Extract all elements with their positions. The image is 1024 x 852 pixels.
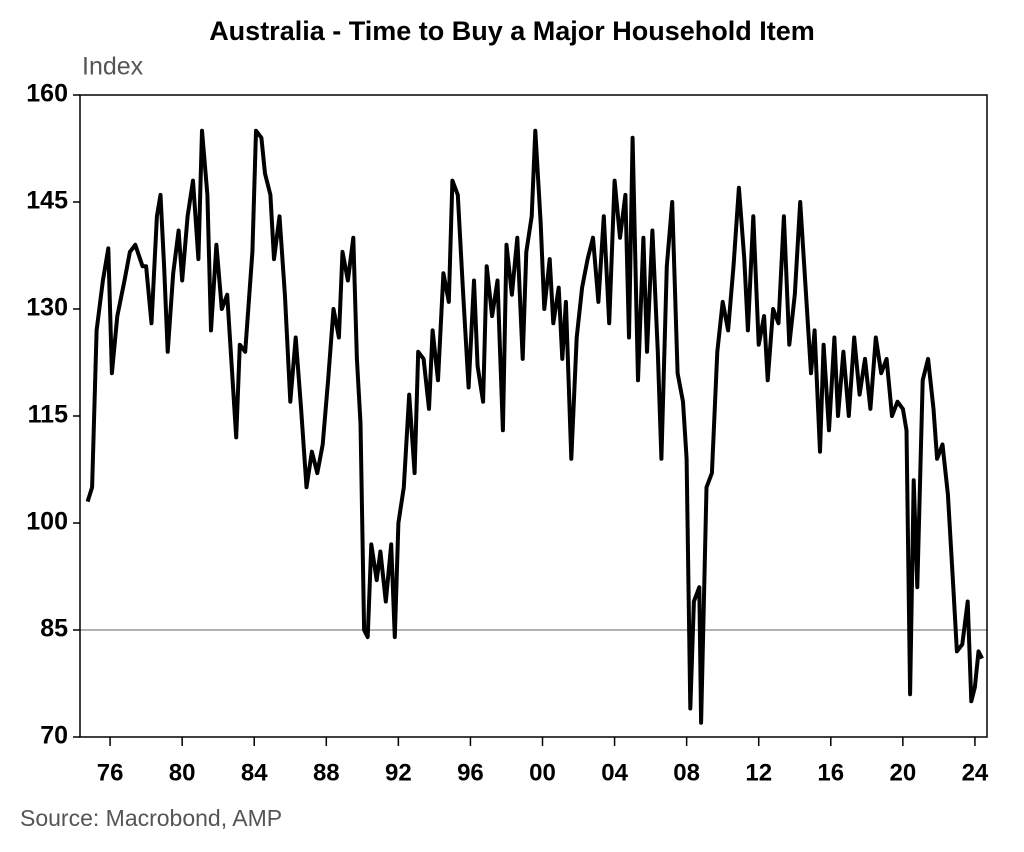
y-tick-label: 160: [26, 80, 68, 108]
source-note: Source: Macrobond, AMP: [20, 805, 282, 831]
y-tick-label: 100: [26, 508, 68, 536]
chart-title: Australia - Time to Buy a Major Househol…: [209, 16, 815, 46]
y-tick-label: 115: [28, 401, 68, 429]
data-line: [85, 128, 984, 725]
x-tick-label: 88: [313, 759, 340, 786]
y-tick-label: 145: [26, 187, 68, 215]
x-tick-label: 08: [673, 759, 700, 786]
x-tick-label: 12: [745, 759, 772, 786]
y-axis-label: Index: [82, 53, 144, 81]
x-tick-label: 00: [529, 759, 556, 786]
x-tick-label: 24: [962, 759, 989, 786]
x-tick-label: 84: [241, 759, 268, 786]
y-tick-label: 70: [40, 722, 68, 750]
y-tick-label: 85: [40, 615, 68, 643]
x-tick-label: 16: [817, 759, 844, 786]
x-tick-label: 80: [169, 759, 196, 786]
y-tick-label: 130: [26, 294, 68, 322]
x-tick-label: 96: [457, 759, 484, 786]
x-tick-label: 20: [890, 759, 917, 786]
plot-frame: [79, 94, 988, 738]
x-tick-label: 92: [385, 759, 412, 786]
x-tick-label: 76: [97, 759, 124, 786]
x-tick-label: 04: [601, 759, 628, 786]
